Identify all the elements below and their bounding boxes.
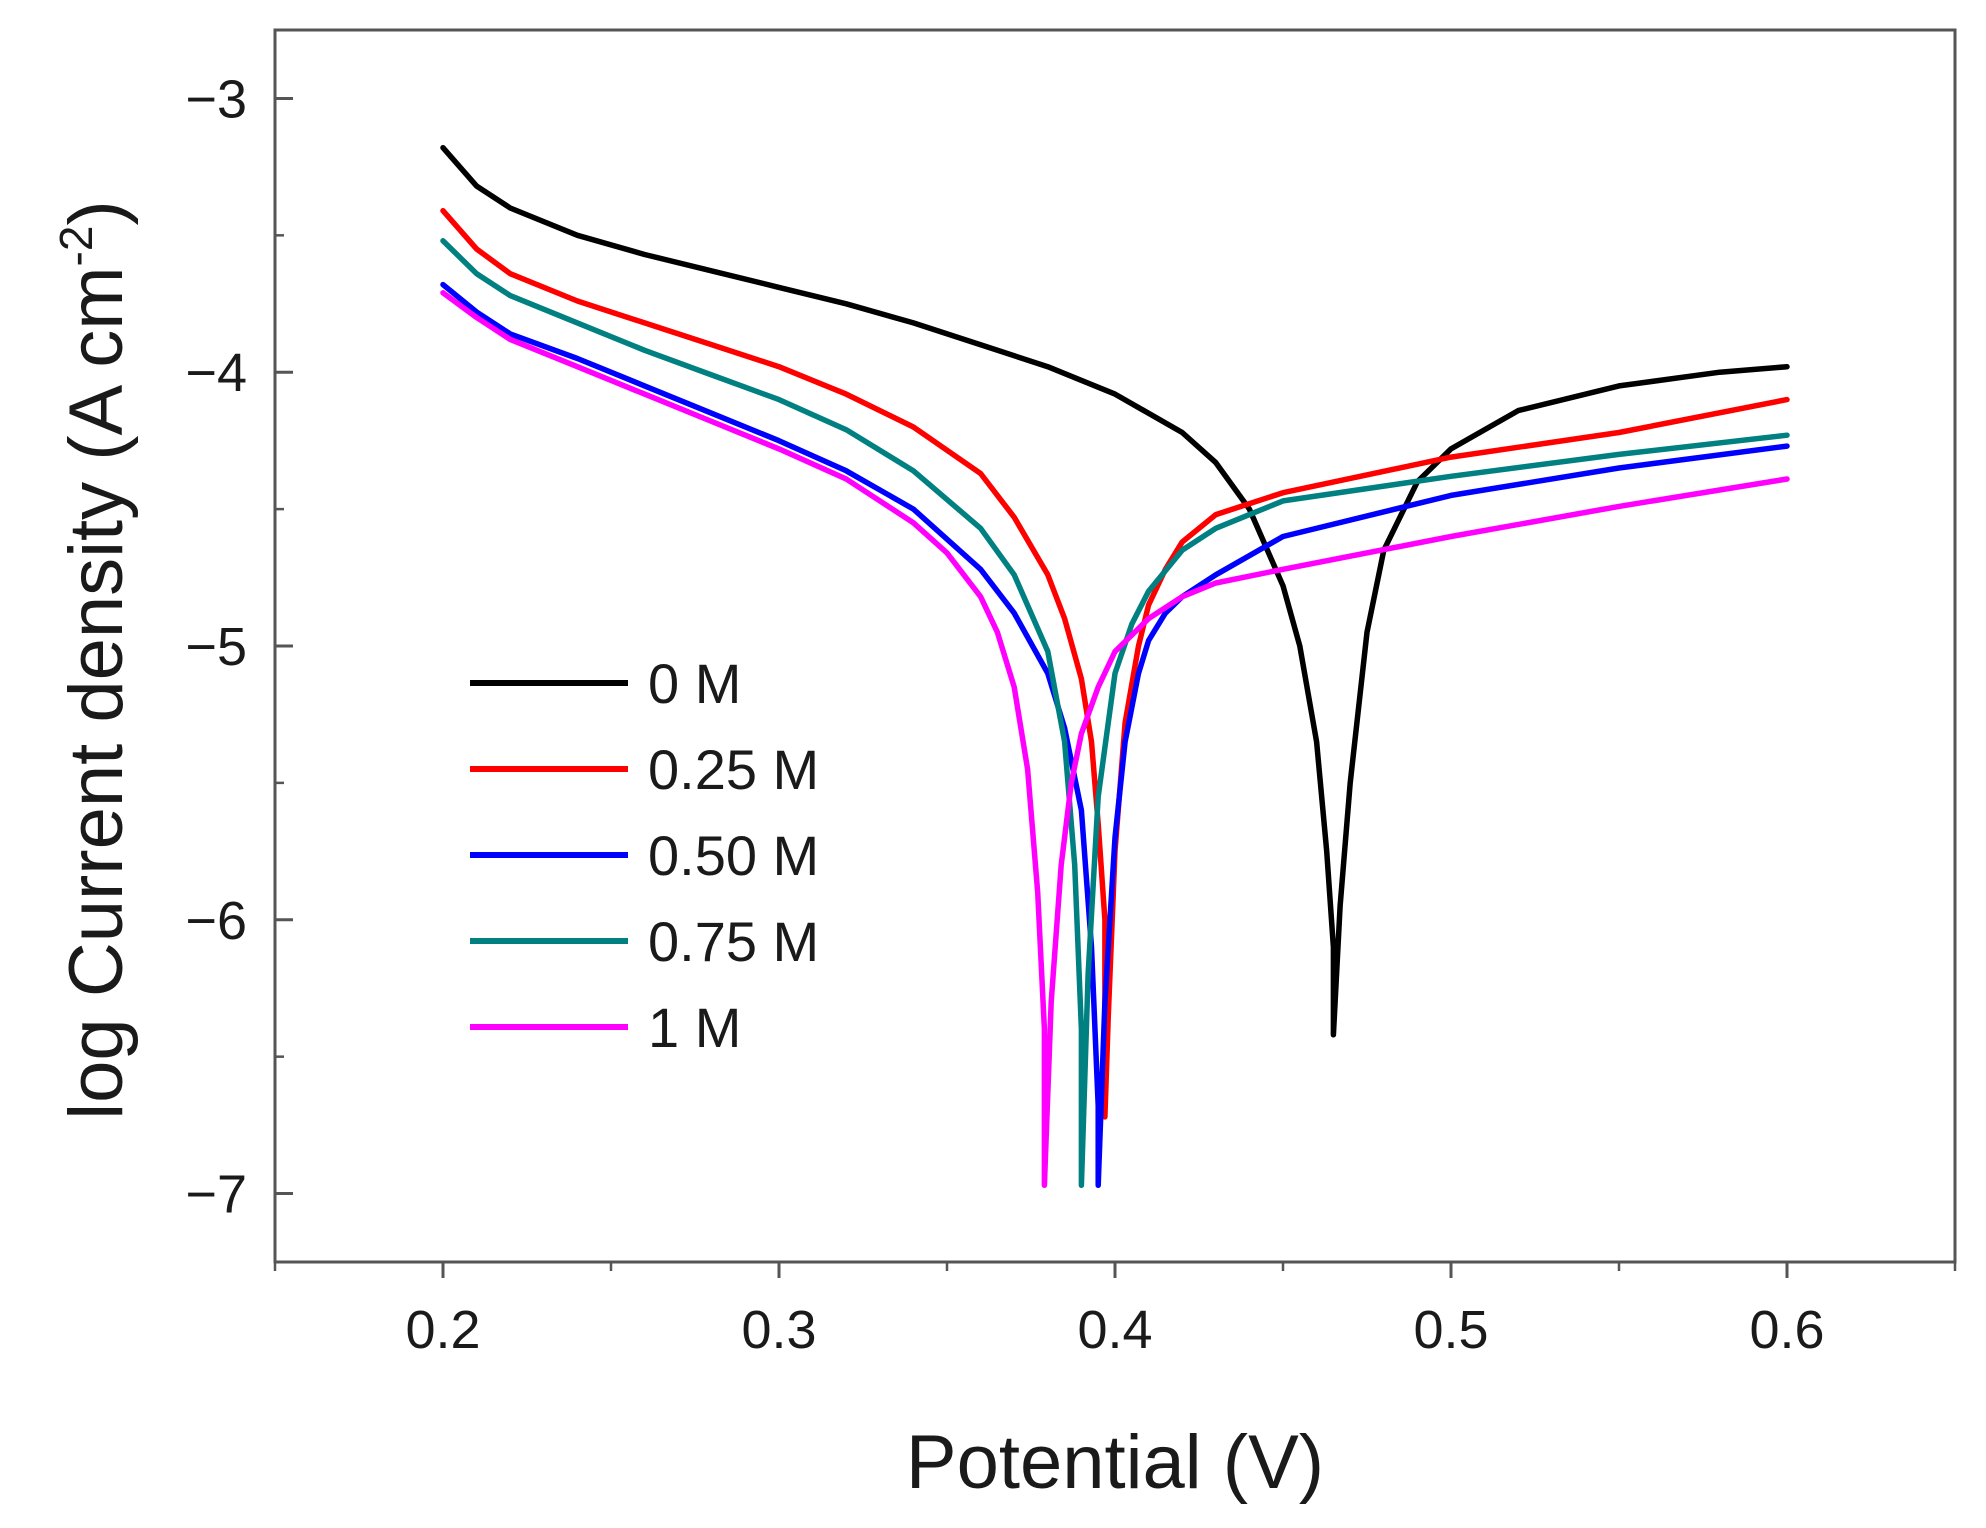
y-axis-title: log Current density (A cm-2) — [50, 200, 139, 1119]
legend-label-1: 0.25 M — [648, 738, 819, 801]
y-tick-label: −5 — [185, 617, 247, 677]
legend-label-2: 0.50 M — [648, 824, 819, 887]
y-axis-title-main: log Current density (A cm — [54, 267, 139, 1120]
series-line-1 — [440, 207, 1790, 1120]
x-axis-title: Potential (V) — [906, 1420, 1324, 1505]
y-tick-label: −6 — [185, 891, 247, 951]
x-tick-label: 0.3 — [741, 1300, 816, 1360]
series-line-4 — [440, 290, 1790, 1189]
minor-ticks — [273, 234, 1957, 1271]
legend-label-0: 0 M — [648, 652, 741, 715]
x-tick-label: 0.5 — [1413, 1300, 1488, 1360]
x-axis: 0.2 0.3 0.4 0.5 0.6 — [405, 1262, 1825, 1360]
legend-label-4: 1 M — [648, 996, 741, 1059]
x-tick-label: 0.6 — [1749, 1300, 1824, 1360]
y-axis-title-close: ) — [54, 200, 139, 225]
series-group — [440, 144, 1790, 1189]
x-tick-label: 0.2 — [405, 1300, 480, 1360]
series-line-3 — [440, 238, 1790, 1189]
y-axis-title-superscript: -2 — [50, 226, 102, 267]
x-tick-label: 0.4 — [1077, 1300, 1152, 1360]
y-tick-label: −4 — [185, 343, 247, 403]
y-axis: −3 −4 −5 −6 −7 — [185, 69, 293, 1225]
y-tick-label: −3 — [185, 69, 247, 129]
series-line-2 — [440, 281, 1790, 1189]
y-tick-label: −7 — [185, 1165, 247, 1225]
legend: 0 M 0.25 M 0.50 M 0.75 M 1 M — [470, 652, 819, 1059]
legend-label-3: 0.75 M — [648, 910, 819, 973]
